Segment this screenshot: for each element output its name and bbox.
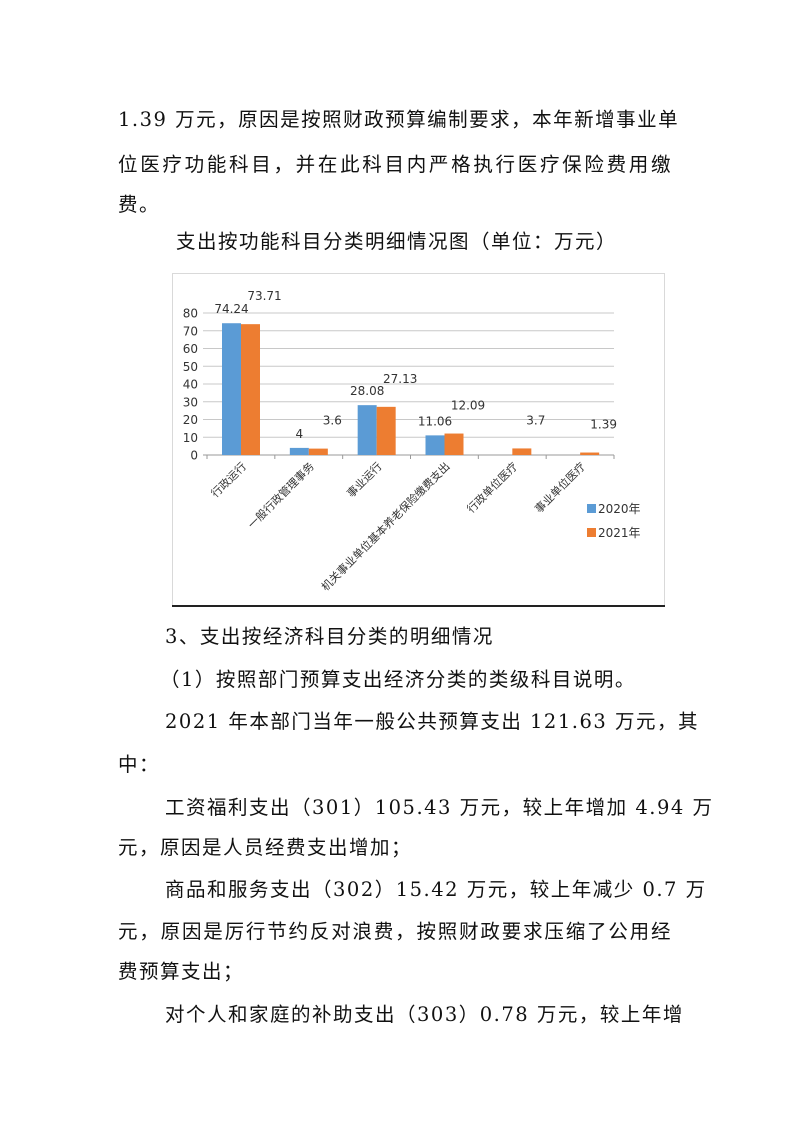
data-label: 4 — [296, 427, 304, 441]
body-text-line: 2021 年本部门当年一般公共预算支出 121.63 万元，其 — [165, 710, 699, 733]
bar — [580, 452, 600, 455]
data-label: 73.71 — [247, 289, 281, 303]
bar — [289, 447, 309, 455]
bar — [444, 433, 464, 455]
y-tick-label: 20 — [183, 413, 198, 427]
legend-swatch — [587, 528, 596, 537]
body-text-line: 工资福利支出（301）105.43 万元，较上年增加 4.94 万 — [165, 796, 714, 819]
subsection-heading: （1）按照部门预算支出经济分类的类级科目说明。 — [160, 668, 636, 691]
y-tick-label: 40 — [183, 378, 198, 392]
bar — [222, 323, 241, 455]
bar — [376, 406, 396, 455]
section-heading: 3、支出按经济科目分类的明细情况 — [165, 625, 494, 648]
data-label: 11.06 — [418, 414, 452, 428]
bar — [241, 324, 260, 455]
chart-frame: 0 10 20 30 40 50 60 70 80 74.24 4 28.08 11.06 73.71 3.… — [172, 273, 665, 607]
data-label: 28.08 — [350, 384, 384, 398]
bar — [308, 448, 328, 455]
data-label: 74.24 — [214, 302, 248, 316]
body-text-line: 费。 — [118, 193, 161, 216]
data-label: 12.09 — [451, 399, 485, 413]
body-text-line: 位医疗功能科目，并在此科目内严格执行医疗保险费用缴 — [118, 153, 672, 176]
body-text-line: 元，原因是厉行节约反对浪费，按照财政要求压缩了公用经 — [118, 920, 672, 943]
legend-label: 2021年 — [598, 526, 641, 540]
legend-swatch — [587, 504, 596, 513]
data-label: 27.13 — [383, 372, 417, 386]
chart-caption: 支出按功能科目分类明细情况图（单位：万元） — [176, 230, 618, 253]
body-text-line: 中： — [118, 753, 161, 776]
y-tick-label: 60 — [183, 342, 198, 356]
y-tick-label: 0 — [190, 449, 198, 463]
body-text-line: 商品和服务支出（302）15.42 万元，较上年减少 0.7 万 — [165, 878, 707, 901]
body-text-line: 对个人和家庭的补助支出（303）0.78 万元，较上年增 — [165, 1003, 684, 1026]
data-label: 3.6 — [323, 414, 342, 428]
bar — [425, 435, 445, 455]
data-label: 3.7 — [526, 413, 545, 427]
legend-label: 2020年 — [598, 502, 641, 516]
y-tick-label: 30 — [183, 395, 198, 409]
y-tick-label: 10 — [183, 431, 198, 445]
bar — [357, 405, 377, 455]
body-text-line: 元，原因是人员经费支出增加； — [118, 836, 413, 859]
body-text-line: 费预算支出； — [118, 960, 245, 983]
bar — [512, 448, 532, 455]
body-text-line: 1.39 万元，原因是按照财政预算编制要求，本年新增事业单 — [118, 108, 680, 131]
bar-chart: 0 10 20 30 40 50 60 70 80 74.24 4 28.08 11.06 73.71 3.… — [172, 273, 665, 607]
data-label: 1.39 — [590, 418, 617, 432]
y-tick-label: 80 — [183, 307, 198, 321]
y-tick-label: 50 — [183, 360, 198, 374]
y-tick-label: 70 — [183, 324, 198, 338]
